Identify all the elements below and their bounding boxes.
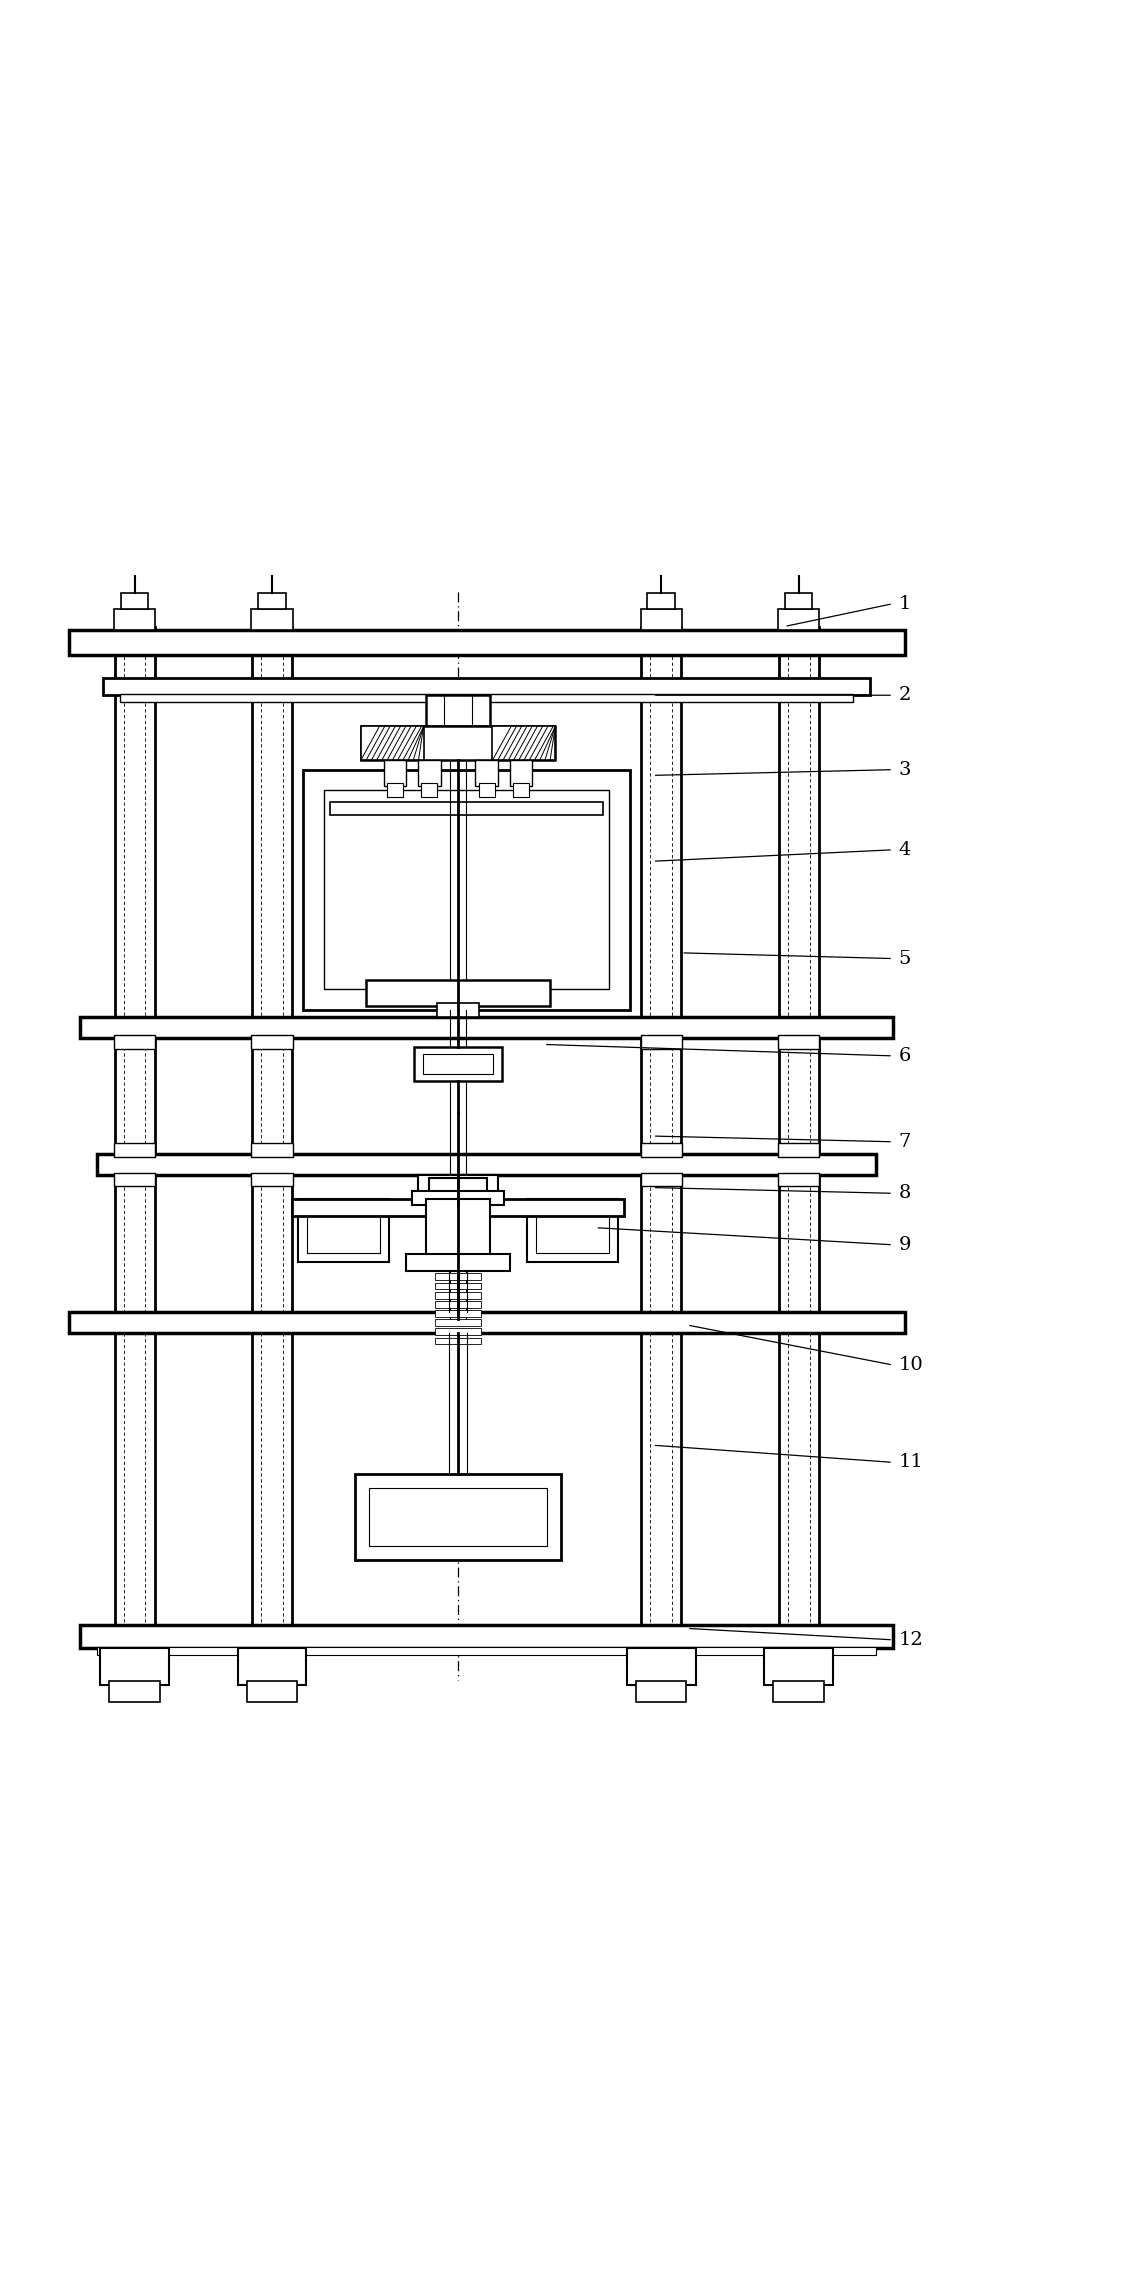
Text: 11: 11 [899,1453,924,1471]
Bar [779,610,820,629]
Bar [114,1173,156,1187]
Bar [307,1207,380,1253]
Bar [426,1198,490,1255]
Bar [641,1035,682,1049]
Text: 6: 6 [899,1047,911,1065]
Bar [774,1680,824,1701]
Text: 7: 7 [899,1134,911,1150]
Bar [479,783,495,796]
Bar [252,610,293,629]
Bar [120,693,853,702]
Bar [80,1625,893,1648]
Bar [355,1473,561,1561]
Bar [361,725,555,760]
Bar [418,760,441,785]
Bar [114,1143,156,1157]
Bar [527,1198,618,1262]
Bar [361,725,424,760]
Bar [426,695,490,725]
Bar [69,1313,905,1333]
Bar [765,1648,834,1685]
Bar [412,1191,504,1205]
Bar [101,1648,169,1685]
Bar [418,1175,498,1196]
Bar [97,1648,876,1655]
Bar [252,1143,293,1157]
Bar [247,1680,298,1701]
Bar [637,1680,687,1701]
Bar [435,1274,481,1281]
Bar [785,594,813,610]
Bar [513,783,529,796]
Text: 12: 12 [899,1632,924,1648]
Bar [435,1329,481,1336]
Bar [641,1143,682,1157]
Bar [103,677,870,695]
Bar [779,1035,820,1049]
Text: 8: 8 [899,1184,911,1203]
Bar [369,1487,547,1547]
Bar [324,789,609,989]
Text: 1: 1 [899,594,911,613]
Bar [492,725,555,760]
Bar [80,1017,893,1037]
Bar [779,1143,820,1157]
Text: 4: 4 [899,840,911,858]
Bar [238,1648,306,1685]
Bar [648,594,676,610]
Bar [435,1283,481,1290]
Bar [435,1292,481,1299]
Bar [303,769,630,1010]
Bar [641,610,682,629]
Bar [435,1338,481,1345]
Bar [435,1320,481,1327]
Bar [510,760,532,785]
Bar [259,594,286,610]
Bar [641,1173,682,1187]
Bar [387,783,403,796]
Bar [97,1154,876,1175]
Bar [779,627,819,1657]
Text: 10: 10 [899,1356,924,1375]
Bar [536,1207,609,1253]
Bar [114,627,155,1657]
Bar [69,629,905,654]
Bar [114,1035,156,1049]
Bar [421,783,437,796]
Text: 2: 2 [899,686,911,705]
Bar [779,1173,820,1187]
Bar [110,1680,160,1701]
Bar [437,1003,479,1017]
Text: 9: 9 [899,1235,911,1253]
Bar [252,627,292,1657]
Bar [627,1648,695,1685]
Bar [475,760,498,785]
Bar [435,1310,481,1317]
Bar [298,1198,389,1262]
Text: 3: 3 [899,760,911,778]
Bar [121,594,149,610]
Bar [330,801,603,815]
Bar [114,610,156,629]
Bar [366,980,550,1005]
Bar [292,1198,624,1216]
Text: 5: 5 [899,950,911,968]
Bar [406,1253,510,1271]
Bar [435,1301,481,1308]
Bar [252,1173,293,1187]
Bar [641,627,681,1657]
Bar [414,1047,502,1081]
Bar [384,760,406,785]
Bar [429,1177,487,1198]
Bar [252,1035,293,1049]
Bar [423,1053,493,1074]
